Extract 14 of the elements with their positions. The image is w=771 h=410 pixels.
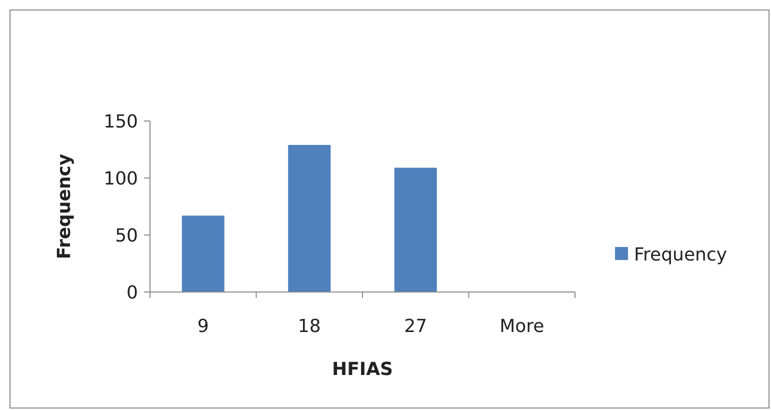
bar xyxy=(394,168,437,292)
legend-label: Frequency xyxy=(634,244,728,266)
x-tick-label: 18 xyxy=(298,316,321,337)
x-tick-label: 9 xyxy=(197,316,209,337)
x-tick-label: More xyxy=(500,316,544,337)
y-tick-label: 150 xyxy=(104,111,138,132)
y-tick-label: 0 xyxy=(126,282,138,304)
bar xyxy=(182,216,224,292)
y-tick-label: 100 xyxy=(104,168,138,190)
x-axis-title: HFIAS xyxy=(332,359,393,380)
y-axis-title: Frequency xyxy=(54,154,75,260)
x-tick-label: 27 xyxy=(404,316,428,337)
y-tick-label: 50 xyxy=(115,225,138,246)
bar xyxy=(288,144,331,292)
